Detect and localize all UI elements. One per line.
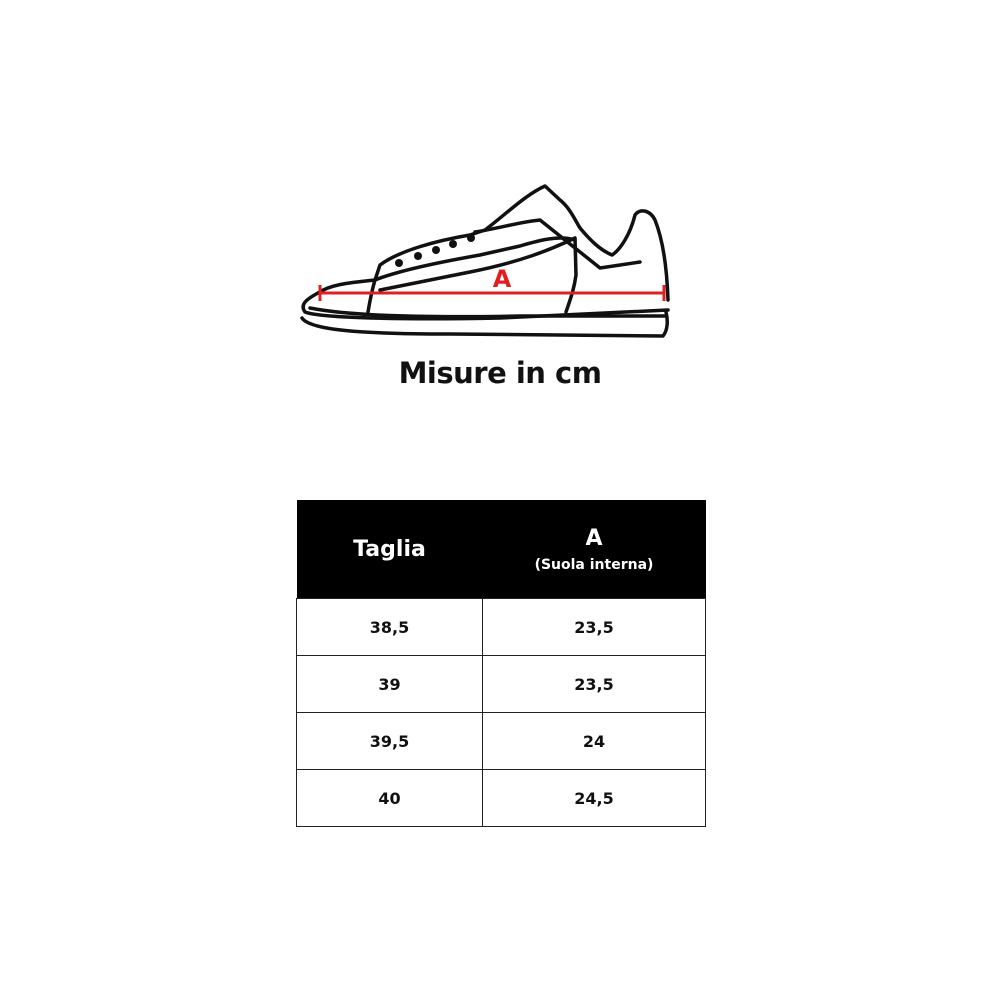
cell-a: 24,5 [482, 769, 706, 827]
table-row: 39,5 24 [296, 712, 706, 770]
measure-line-a [318, 285, 666, 301]
table-row: 39 23,5 [296, 655, 706, 713]
cell-a: 23,5 [482, 598, 706, 656]
header-a: A (Suola interna) [482, 500, 706, 599]
cell-size: 39 [296, 655, 483, 713]
measure-label-a: A [493, 265, 512, 293]
page-title: Misure in cm [398, 356, 602, 390]
header-a-sub: (Suola interna) [534, 556, 654, 573]
table-header: Taglia A (Suola interna) [296, 500, 706, 599]
table-row: 38,5 23,5 [296, 598, 706, 656]
table-row: 40 24,5 [296, 769, 706, 827]
shoe-diagram: A [300, 184, 670, 338]
header-size: Taglia [296, 500, 483, 599]
size-table: Taglia A (Suola interna) 38,5 23,5 39 23,5… [296, 500, 706, 827]
cell-a: 23,5 [482, 655, 706, 713]
cell-size: 39,5 [296, 712, 483, 770]
shoe-outline [300, 184, 670, 338]
cell-size: 38,5 [296, 598, 483, 656]
cell-size: 40 [296, 769, 483, 827]
header-a-label: A [585, 525, 603, 551]
laces [395, 234, 475, 267]
cell-a: 24 [482, 712, 706, 770]
